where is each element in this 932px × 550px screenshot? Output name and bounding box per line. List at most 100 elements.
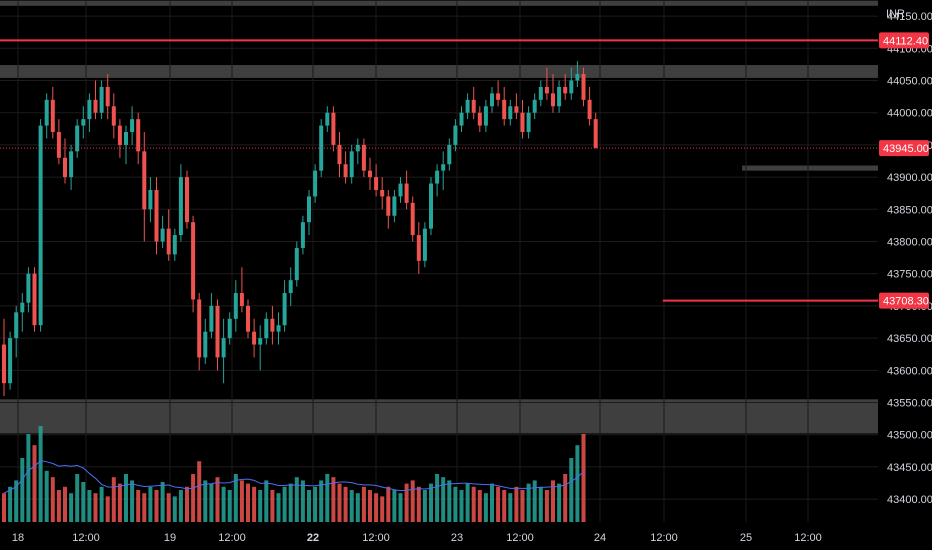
candle	[490, 86, 494, 113]
candle	[185, 170, 189, 229]
candle-body	[587, 99, 592, 120]
candle-body	[63, 157, 67, 178]
candle-body	[368, 170, 372, 178]
candle-body	[111, 106, 116, 126]
grid-layer	[0, 0, 878, 522]
candle	[209, 293, 214, 339]
volume-bar	[227, 490, 232, 522]
candle	[44, 93, 49, 139]
volume-bar	[233, 474, 238, 522]
candle-body	[294, 247, 299, 281]
candle	[508, 99, 513, 126]
candle-body	[172, 235, 177, 255]
last-price-tag-text: 43945.00	[883, 143, 929, 155]
volume-bar	[166, 493, 171, 522]
candle-body	[526, 112, 531, 133]
candle-body	[154, 189, 159, 242]
candle-body	[563, 86, 568, 94]
candle-body	[398, 183, 403, 197]
candle	[386, 189, 391, 229]
candle-body	[81, 119, 86, 126]
candle-body	[246, 305, 250, 332]
candle-body	[50, 99, 55, 133]
candle-body	[14, 312, 19, 339]
candle-body	[465, 99, 470, 113]
candle-body	[441, 164, 446, 171]
candle-body	[569, 80, 574, 94]
candle-body	[32, 273, 37, 326]
volume-bar	[44, 470, 49, 522]
volume-bar	[532, 480, 537, 522]
candle-body	[105, 86, 110, 107]
candle-layer	[2, 61, 598, 397]
candle-body	[325, 112, 330, 126]
candle	[56, 119, 61, 165]
candle-body	[361, 144, 366, 171]
volume-bar	[392, 490, 397, 522]
candle-body	[38, 125, 43, 326]
volume-bar	[75, 474, 80, 522]
candle	[551, 74, 555, 113]
candle-body	[136, 119, 141, 152]
volume-bar	[453, 486, 458, 522]
zone-rect-3	[0, 399, 878, 434]
candle	[416, 222, 421, 274]
volume-bar	[282, 486, 287, 522]
time-tick-label: 18	[12, 532, 24, 544]
zone-rect-1	[0, 65, 878, 78]
candle-body	[69, 151, 74, 178]
volume-bar	[544, 490, 549, 522]
volume-bar	[136, 490, 141, 522]
volume-bar	[307, 490, 311, 522]
price-axis[interactable]: 44150.0044100.0044050.0044000.0043950.00…	[879, 11, 932, 506]
candle-body	[239, 293, 244, 306]
candle	[252, 318, 257, 358]
volume-bar	[337, 483, 342, 522]
candle	[325, 106, 330, 133]
candle-body	[374, 177, 379, 190]
candle	[496, 80, 501, 107]
volume-bar	[185, 486, 189, 522]
candle-body	[490, 93, 494, 107]
candle-body	[209, 305, 214, 332]
volume-bar	[490, 483, 494, 522]
volume-bar	[508, 493, 513, 522]
candle	[569, 67, 574, 100]
candle-body	[300, 222, 305, 248]
volume-bar	[288, 483, 293, 522]
candle-body	[215, 305, 220, 358]
time-tick-label: 25	[740, 532, 752, 544]
volume-bar	[416, 486, 421, 522]
candle	[63, 138, 67, 184]
volume-bar	[459, 490, 464, 522]
candle	[368, 157, 372, 190]
volume-bar	[142, 493, 147, 522]
candle-body	[483, 106, 488, 126]
volume-bar	[38, 426, 43, 522]
time-axis[interactable]: 18 12:00 19 12:00 22 12:00 23 12:00 24 12:00 25 12:…	[12, 532, 822, 544]
candle-body	[130, 119, 135, 133]
candle-body	[538, 86, 543, 100]
candle	[447, 138, 452, 171]
candle-body	[75, 125, 80, 152]
volume-bar	[130, 480, 135, 522]
candle	[50, 86, 55, 139]
candle	[2, 318, 6, 397]
candle	[563, 74, 568, 100]
candle-body	[252, 331, 257, 345]
candle	[99, 80, 104, 120]
candle	[392, 189, 397, 223]
candle	[172, 228, 177, 261]
candle	[105, 74, 110, 120]
candle	[587, 86, 592, 126]
volume-bar	[361, 486, 366, 522]
candle-body	[99, 86, 104, 113]
zone-rect-0	[0, 0, 878, 6]
candle-body	[124, 132, 128, 145]
volume-bar	[435, 474, 440, 522]
candle	[337, 132, 342, 178]
candle	[313, 164, 318, 203]
candle-body	[447, 144, 452, 165]
candle	[538, 80, 543, 107]
